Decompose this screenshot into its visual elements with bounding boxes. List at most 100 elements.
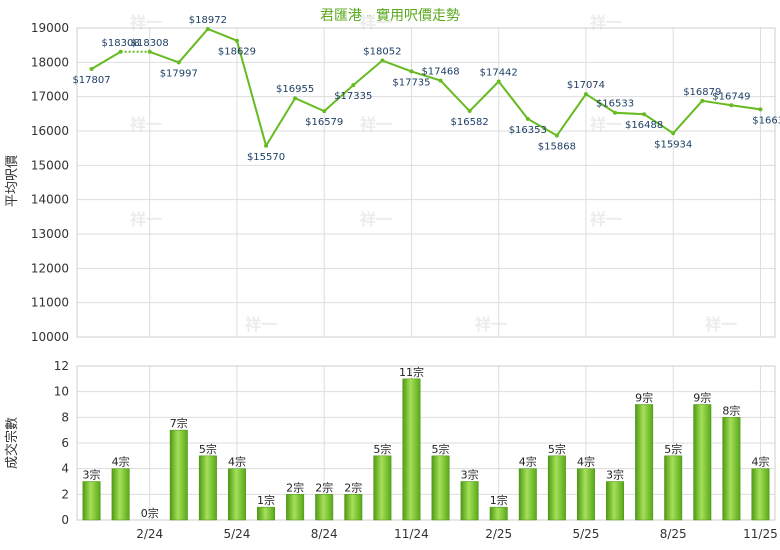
price-point bbox=[583, 92, 588, 97]
top-plot-frame bbox=[76, 27, 776, 338]
volume-bar bbox=[722, 417, 741, 521]
price-data-label: $17807 bbox=[72, 75, 110, 86]
volume-data-label: 1宗 bbox=[257, 493, 275, 507]
volume-data-label: 9宗 bbox=[635, 391, 653, 405]
watermark-text: 祥一 bbox=[590, 115, 622, 134]
price-point bbox=[525, 116, 530, 121]
volume-bar bbox=[576, 468, 595, 521]
price-line-segment bbox=[702, 99, 732, 107]
price-data-label: $17997 bbox=[160, 68, 198, 79]
price-data-label: $16488 bbox=[625, 120, 663, 131]
price-point bbox=[671, 131, 676, 136]
watermark-text: 祥一 bbox=[130, 115, 162, 134]
price-point bbox=[147, 49, 152, 54]
price-point bbox=[642, 112, 647, 117]
watermark-text: 祥一 bbox=[590, 210, 622, 229]
y-tick-label-price: 19000 bbox=[31, 21, 69, 35]
volume-data-label: 5宗 bbox=[664, 442, 682, 456]
price-line-segment bbox=[731, 104, 761, 111]
volume-bar bbox=[198, 455, 217, 521]
watermark-text: 祥一 bbox=[360, 115, 392, 134]
y-tick-label-volume: 10 bbox=[54, 385, 69, 399]
price-data-label: $18308 bbox=[102, 38, 140, 49]
price-line-segment bbox=[411, 70, 441, 82]
y-tick-label-price: 15000 bbox=[31, 158, 69, 172]
volume-bar bbox=[431, 455, 450, 521]
price-point bbox=[613, 110, 618, 115]
volume-bar bbox=[606, 481, 625, 521]
price-data-label: $18308 bbox=[131, 38, 169, 49]
volume-bar bbox=[111, 468, 130, 521]
watermark-text: 祥一 bbox=[360, 210, 392, 229]
price-line-segment bbox=[672, 100, 704, 134]
price-point bbox=[729, 103, 734, 108]
price-data-label: $16582 bbox=[451, 117, 489, 128]
volume-data-label: 9宗 bbox=[693, 391, 711, 405]
price-data-label: $17468 bbox=[421, 67, 459, 78]
volume-bar bbox=[344, 494, 363, 521]
price-data-label: $17335 bbox=[334, 91, 372, 102]
volume-bar bbox=[664, 455, 683, 521]
watermark-text: 祥一 bbox=[245, 315, 277, 334]
price-data-label: $16579 bbox=[305, 117, 343, 128]
price-point bbox=[758, 107, 763, 112]
price-data-label: $16749 bbox=[712, 91, 750, 102]
y-tick-label-price: 13000 bbox=[31, 227, 69, 241]
price-point bbox=[234, 38, 239, 43]
volume-data-label: 3宗 bbox=[606, 468, 624, 482]
volume-data-label: 5宗 bbox=[548, 442, 566, 456]
x-tick-label: 5/24 bbox=[223, 527, 250, 541]
price-data-label: $16630 bbox=[752, 115, 780, 126]
price-line-segment bbox=[178, 28, 209, 64]
price-data-label: $16533 bbox=[596, 99, 634, 110]
watermark-text: 祥一 bbox=[130, 210, 162, 229]
price-point bbox=[176, 60, 181, 65]
price-data-label: $18052 bbox=[363, 47, 401, 58]
y-tick-label-price: 17000 bbox=[31, 90, 69, 104]
x-tick-label: 2/25 bbox=[485, 527, 512, 541]
price-line-segment bbox=[235, 40, 268, 147]
watermark-text: 祥一 bbox=[360, 13, 392, 32]
price-point bbox=[118, 49, 123, 54]
x-tick-label: 2/24 bbox=[136, 527, 163, 541]
price-data-label: $15868 bbox=[538, 142, 576, 153]
y-tick-label-price: 10000 bbox=[31, 330, 69, 344]
chart-title: 君匯港 - 實用呎價走勢 bbox=[320, 7, 460, 24]
volume-bar bbox=[402, 378, 421, 521]
volume-data-label: 11宗 bbox=[399, 365, 424, 379]
volume-data-label: 3宗 bbox=[83, 468, 101, 482]
volume-data-label: 2宗 bbox=[315, 480, 333, 494]
price-point bbox=[293, 96, 298, 101]
price-line-segment bbox=[382, 59, 412, 73]
volume-data-label: 5宗 bbox=[199, 442, 217, 456]
x-tick-label: 11/25 bbox=[743, 527, 778, 541]
y-axis-label-volume: 成交宗數 bbox=[4, 417, 20, 469]
price-point bbox=[322, 109, 327, 114]
volume-bar bbox=[460, 481, 479, 521]
y-tick-label-price: 14000 bbox=[31, 193, 69, 207]
volume-bar bbox=[315, 494, 334, 521]
volume-data-label: 3宗 bbox=[461, 468, 479, 482]
volume-bar bbox=[169, 429, 188, 521]
x-tick-label: 11/24 bbox=[394, 527, 429, 541]
price-data-label: $18972 bbox=[189, 15, 227, 26]
volume-data-label: 4宗 bbox=[519, 455, 537, 469]
price-point bbox=[409, 69, 414, 74]
price-line-segment bbox=[585, 93, 616, 114]
price-line-segment bbox=[468, 80, 500, 112]
volume-data-label: 4宗 bbox=[751, 455, 769, 469]
volume-data-label: 1宗 bbox=[490, 493, 508, 507]
price-point bbox=[496, 79, 501, 84]
price-line-segment bbox=[527, 118, 558, 137]
y-tick-label-volume: 6 bbox=[61, 436, 69, 450]
volume-data-label: 4宗 bbox=[577, 455, 595, 469]
y-tick-label-volume: 4 bbox=[61, 462, 69, 476]
y-tick-label-price: 16000 bbox=[31, 124, 69, 138]
price-point bbox=[205, 26, 210, 31]
volume-bar bbox=[693, 404, 712, 521]
x-tick-label: 5/25 bbox=[572, 527, 599, 541]
y-tick-label-volume: 8 bbox=[61, 410, 69, 424]
y-tick-label-volume: 2 bbox=[61, 487, 69, 501]
volume-data-label: 2宗 bbox=[286, 480, 304, 494]
